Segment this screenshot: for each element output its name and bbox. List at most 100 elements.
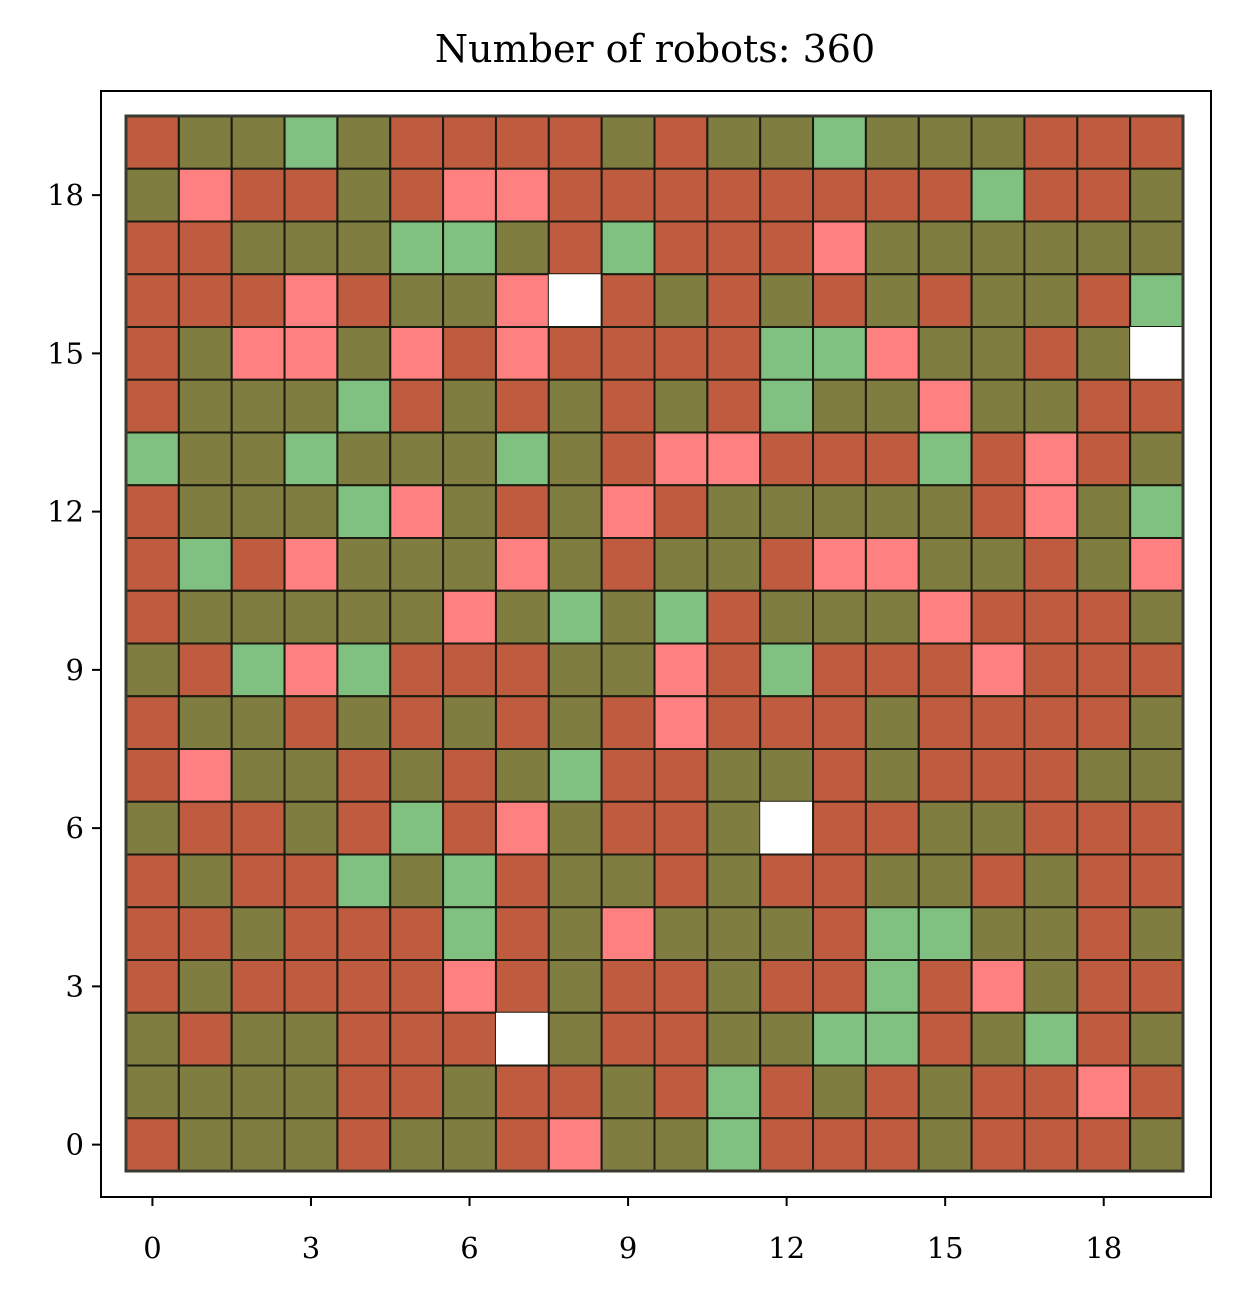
heatmap-cell-x16-y8 <box>970 695 1026 750</box>
heatmap-cell-x0-y11 <box>125 537 180 592</box>
heatmap-cell-x6-y1 <box>442 1064 497 1120</box>
heatmap-cell-x5-y18 <box>389 167 445 223</box>
heatmap-cell-x19-y12 <box>1129 484 1185 539</box>
heatmap-cell-x16-y9 <box>970 642 1026 698</box>
heatmap-cell-x5-y6 <box>389 800 445 856</box>
heatmap-cell-x13-y13 <box>812 431 867 487</box>
heatmap-cell-x3-y17 <box>283 220 339 276</box>
heatmap-cell-x1-y16 <box>177 273 233 328</box>
heatmap-cell-x10-y13 <box>653 431 709 487</box>
heatmap-cell-x9-y17 <box>600 220 656 276</box>
heatmap-cell-x11-y13 <box>706 431 762 487</box>
heatmap-cell-x0-y10 <box>125 589 180 645</box>
heatmap-cell-x5-y14 <box>389 378 445 434</box>
heatmap-cell-x2-y2 <box>230 1011 286 1067</box>
heatmap-cell-x18-y8 <box>1076 695 1132 750</box>
heatmap-cell-x9-y15 <box>600 326 656 381</box>
heatmap-cell-x16-y5 <box>970 853 1026 909</box>
heatmap-cell-x1-y2 <box>177 1011 233 1067</box>
heatmap-cell-x11-y8 <box>706 695 762 750</box>
heatmap-cell-x6-y17 <box>442 220 497 276</box>
heatmap-cell-x15-y4 <box>917 906 973 961</box>
y-tick-label-18: 18 <box>47 178 84 212</box>
heatmap-cell-x17-y5 <box>1023 853 1079 909</box>
x-axis: 0 3 6 9 12 15 18 <box>143 1197 1122 1265</box>
heatmap-cell-x2-y5 <box>230 853 286 909</box>
heatmap-cell-x9-y9 <box>600 642 656 698</box>
heatmap-cell-x2-y13 <box>230 431 286 487</box>
heatmap-cell-x18-y3 <box>1076 959 1132 1014</box>
heatmap-cell-x7-y5 <box>494 853 550 909</box>
heatmap-cell-x1-y0 <box>177 1117 233 1172</box>
heatmap-cell-x12-y18 <box>759 167 815 223</box>
heatmap-cell-x7-y17 <box>494 220 550 276</box>
heatmap-cell-x9-y19 <box>600 115 656 170</box>
heatmap-cell-x17-y17 <box>1023 220 1079 276</box>
heatmap-cell-x18-y1 <box>1076 1064 1132 1120</box>
heatmap-cell-x10-y4 <box>653 906 709 961</box>
heatmap-cell-x13-y17 <box>812 220 867 276</box>
heatmap-cell-x10-y15 <box>653 326 709 381</box>
heatmap-cell-x1-y1 <box>177 1064 233 1120</box>
heatmap-cell-x17-y7 <box>1023 748 1079 803</box>
heatmap-cell-x10-y12 <box>653 484 709 539</box>
heatmap-cell-x12-y11 <box>759 537 815 592</box>
heatmap-cell-x2-y10 <box>230 589 286 645</box>
heatmap-cell-x10-y5 <box>653 853 709 909</box>
heatmap-cell-x16-y14 <box>970 378 1026 434</box>
heatmap-cell-x6-y15 <box>442 326 497 381</box>
heatmap-cell-x11-y3 <box>706 959 762 1014</box>
heatmap-cell-x8-y4 <box>547 906 603 961</box>
heatmap-cell-x9-y1 <box>600 1064 656 1120</box>
heatmap-cell-x4-y1 <box>336 1064 392 1120</box>
heatmap-cell-x17-y1 <box>1023 1064 1079 1120</box>
heatmap-cell-x3-y7 <box>283 748 339 803</box>
heatmap-cell-x8-y8 <box>547 695 603 750</box>
y-tick-label-9: 9 <box>66 653 84 687</box>
heatmap-cell-x6-y10 <box>442 589 497 645</box>
heatmap-cell-x15-y7 <box>917 748 973 803</box>
heatmap-cell-x18-y0 <box>1076 1117 1132 1172</box>
heatmap-cell-x18-y2 <box>1076 1011 1132 1067</box>
heatmap-cell-x4-y16 <box>336 273 392 328</box>
heatmap-cell-x13-y0 <box>812 1117 867 1172</box>
heatmap-cell-x16-y16 <box>970 273 1026 328</box>
heatmap-cell-x14-y18 <box>864 167 920 223</box>
heatmap-cell-x14-y6 <box>864 800 920 856</box>
heatmap-cell-x12-y8 <box>759 695 815 750</box>
heatmap-cell-x16-y17 <box>970 220 1026 276</box>
heatmap-cell-x8-y7 <box>547 748 603 803</box>
heatmap-cell-x1-y18 <box>177 167 233 223</box>
heatmap-cell-x13-y19 <box>812 115 867 170</box>
heatmap-cell-x6-y16 <box>442 273 497 328</box>
heatmap-cell-x3-y15 <box>283 326 339 381</box>
y-tick-label-3: 3 <box>66 969 84 1003</box>
heatmap-cell-x15-y10 <box>917 589 973 645</box>
heatmap-cell-x1-y7 <box>177 748 233 803</box>
heatmap-cell-x10-y9 <box>653 642 709 698</box>
heatmap-cell-x17-y10 <box>1023 589 1079 645</box>
heatmap-cell-x10-y11 <box>653 537 709 592</box>
heatmap-cell-x5-y9 <box>389 642 445 698</box>
heatmap-cells <box>124 114 1185 1173</box>
heatmap-cell-x17-y14 <box>1023 378 1079 434</box>
heatmap-cell-x17-y13 <box>1023 431 1079 487</box>
heatmap-cell-x14-y11 <box>864 537 920 592</box>
heatmap-cell-x19-y11 <box>1129 537 1185 592</box>
heatmap-cell-x9-y12 <box>600 484 656 539</box>
heatmap-cell-x8-y19 <box>547 115 603 170</box>
heatmap-cell-x0-y4 <box>125 906 180 961</box>
heatmap-cell-x15-y18 <box>917 167 973 223</box>
heatmap-cell-x12-y14 <box>759 378 815 434</box>
heatmap-cell-x1-y15 <box>177 326 233 381</box>
heatmap-cell-x17-y15 <box>1023 326 1079 381</box>
heatmap-cell-x13-y18 <box>812 167 867 223</box>
heatmap-cell-x4-y15 <box>336 326 392 381</box>
heatmap-cell-x0-y9 <box>125 642 180 698</box>
heatmap-cell-x3-y5 <box>283 853 339 909</box>
heatmap-cell-x17-y2 <box>1023 1011 1079 1067</box>
heatmap-cell-x3-y8 <box>283 695 339 750</box>
heatmap-cell-x16-y12 <box>970 484 1026 539</box>
heatmap-cell-x0-y14 <box>125 378 180 434</box>
